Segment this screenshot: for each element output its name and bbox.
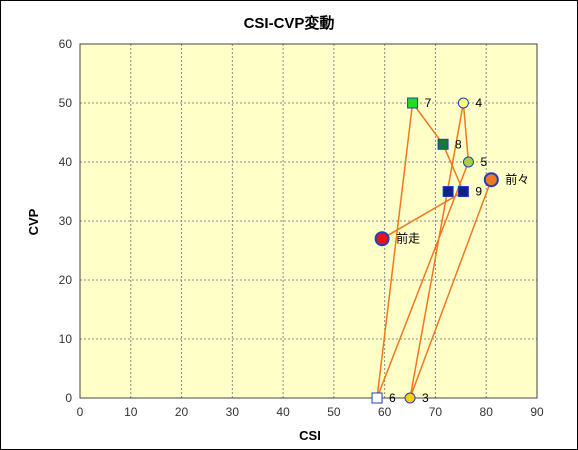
marker-point-3	[404, 392, 416, 404]
x-tick-label: 20	[175, 405, 189, 419]
point-label: 5	[480, 155, 487, 169]
point-label: 4	[475, 96, 482, 110]
x-tick-label: 80	[480, 405, 494, 419]
y-tick-label: 60	[59, 37, 73, 51]
marker-point	[442, 186, 454, 197]
x-axis-title: CSI	[299, 428, 321, 443]
x-tick-label: 70	[429, 405, 443, 419]
y-tick-label: 50	[59, 96, 73, 110]
marker-point-前々	[483, 172, 499, 188]
y-tick-label: 10	[59, 332, 73, 346]
y-tick-label: 20	[59, 273, 73, 287]
x-tick-label: 40	[276, 405, 290, 419]
y-tick-label: 30	[59, 214, 73, 228]
point-label: 9	[475, 185, 482, 199]
marker-point-9	[457, 186, 469, 197]
marker-point-7	[407, 97, 419, 109]
marker-point-4	[457, 97, 469, 109]
marker-point-5	[462, 156, 474, 168]
point-label: 7	[425, 96, 432, 110]
point-label: 前走	[396, 231, 420, 246]
y-tick-label: 40	[59, 155, 73, 169]
point-label: 6	[389, 391, 396, 405]
point-label: 前々	[505, 172, 529, 187]
x-tick-label: 30	[226, 405, 240, 419]
marker-point-8	[437, 138, 449, 150]
y-axis-title: CVP	[26, 208, 41, 235]
plot-border	[79, 43, 538, 399]
marker-point-6	[371, 392, 383, 404]
x-tick-label: 50	[327, 405, 341, 419]
x-tick-label: 60	[378, 405, 392, 419]
chart-title: CSI-CVP変動	[244, 14, 335, 32]
point-label: 3	[422, 391, 429, 405]
x-tick-label: 0	[77, 405, 84, 419]
y-tick-label: 0	[65, 391, 72, 405]
point-label: 8	[455, 137, 462, 151]
x-tick-label: 90	[530, 405, 544, 419]
marker-point-前走	[374, 231, 390, 247]
x-tick-label: 10	[124, 405, 138, 419]
